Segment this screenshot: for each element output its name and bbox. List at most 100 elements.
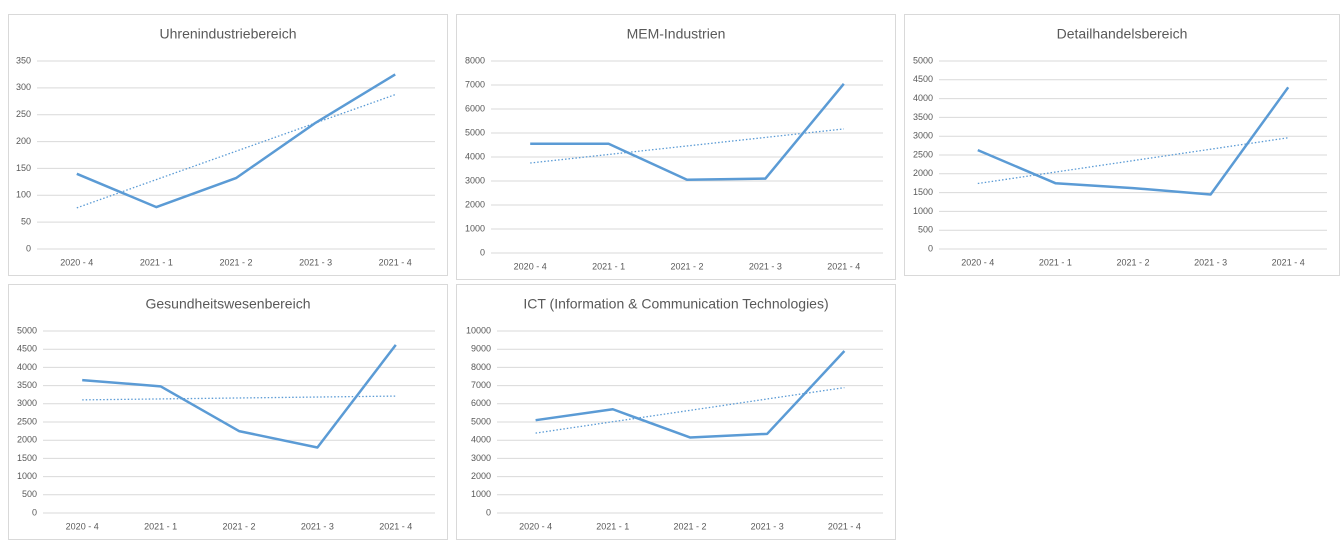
x-tick-label: 2021 - 1: [1039, 257, 1072, 267]
x-tick-label: 2021 - 1: [140, 257, 173, 267]
x-tick-label: 2021 - 2: [219, 257, 252, 267]
y-tick-label: 4000: [471, 435, 491, 445]
y-tick-label: 4000: [465, 151, 485, 161]
y-tick-label: 2500: [17, 416, 37, 426]
panel: Uhrenindustriebereich 0 50 100 150 200 250 300 3…: [8, 14, 448, 276]
data-line: [76, 73, 396, 209]
y-tick-label: 3000: [17, 398, 37, 408]
x-tick-label: 2021 - 1: [592, 261, 625, 271]
chart: ICT (Information & Communication Technol…: [466, 296, 883, 531]
trendline: [82, 395, 396, 401]
x-tick-label: 2020 - 4: [519, 521, 552, 531]
y-tick-label: 3000: [471, 453, 491, 463]
y-tick-label: 350: [16, 55, 31, 65]
x-tick-label: 2021 - 4: [827, 261, 860, 271]
panel: ICT (Information & Communication Technol…: [456, 284, 896, 540]
y-tick-label: 0: [486, 507, 491, 517]
data-line: [535, 350, 846, 439]
trendline: [535, 386, 845, 434]
y-tick-label: 1500: [913, 187, 933, 197]
x-tick-label: 2020 - 4: [514, 261, 547, 271]
data-line: [977, 86, 1290, 196]
y-tick-label: 4000: [17, 362, 37, 372]
y-tick-label: 500: [22, 489, 37, 499]
y-tick-label: 1000: [913, 206, 933, 216]
data-line: [530, 83, 845, 182]
y-tick-label: 2500: [913, 149, 933, 159]
x-tick-label: 2021 - 2: [1116, 257, 1149, 267]
y-tick-label: 5000: [17, 325, 37, 335]
y-tick-label: 2000: [471, 471, 491, 481]
chart-title: Gesundheitswesenbereich: [146, 296, 311, 312]
y-tick-label: 300: [16, 82, 31, 92]
y-tick-label: 4000: [913, 93, 933, 103]
x-tick-label: 2021 - 2: [673, 521, 706, 531]
y-tick-label: 500: [918, 225, 933, 235]
y-tick-label: 200: [16, 136, 31, 146]
y-tick-label: 3000: [465, 175, 485, 185]
chart: Uhrenindustriebereich 0 50 100 150 200 250 300 3…: [16, 26, 435, 267]
trendline: [76, 94, 396, 209]
y-tick-label: 2000: [17, 435, 37, 445]
panel: MEM-Industrien 0 1000 2000 3000 4000 5000 6000 7…: [456, 14, 896, 280]
y-tick-label: 50: [21, 217, 31, 227]
chart-title: MEM-Industrien: [627, 26, 726, 42]
y-tick-label: 0: [480, 247, 485, 257]
y-tick-label: 1000: [465, 223, 485, 233]
chart-title: Detailhandelsbereich: [1057, 26, 1188, 42]
y-tick-label: 1000: [17, 471, 37, 481]
x-tick-label: 2021 - 4: [379, 257, 412, 267]
y-tick-label: 1000: [471, 489, 491, 499]
y-tick-label: 0: [32, 507, 37, 517]
y-tick-label: 2000: [913, 168, 933, 178]
x-tick-label: 2021 - 2: [670, 261, 703, 271]
y-tick-label: 10000: [466, 325, 491, 335]
y-tick-label: 0: [26, 243, 31, 253]
y-tick-label: 2000: [465, 199, 485, 209]
x-tick-label: 2021 - 3: [749, 261, 782, 271]
x-tick-label: 2021 - 4: [1272, 257, 1305, 267]
trendline: [977, 137, 1289, 185]
chart-title: ICT (Information & Communication Technol…: [523, 296, 828, 312]
data-line: [82, 344, 397, 449]
y-tick-label: 6000: [465, 103, 485, 113]
chart: MEM-Industrien 0 1000 2000 3000 4000 5000 6000 7…: [465, 26, 883, 271]
y-tick-label: 1500: [17, 453, 37, 463]
y-tick-label: 250: [16, 109, 31, 119]
y-tick-label: 3500: [17, 380, 37, 390]
chart: Gesundheitswesenbereich 0 500 1000 1500 2000 2…: [17, 296, 435, 531]
chart: Detailhandelsbereich 0 500 1000 1500 2000 2500…: [913, 26, 1327, 267]
y-tick-label: 0: [928, 243, 933, 253]
x-tick-label: 2021 - 3: [751, 521, 784, 531]
y-tick-label: 3500: [913, 112, 933, 122]
x-tick-label: 2020 - 4: [66, 521, 99, 531]
y-tick-label: 6000: [471, 398, 491, 408]
x-tick-label: 2021 - 1: [144, 521, 177, 531]
y-tick-label: 5000: [471, 416, 491, 426]
trendline: [530, 128, 844, 164]
y-tick-label: 3000: [913, 131, 933, 141]
y-tick-label: 100: [16, 190, 31, 200]
y-tick-label: 150: [16, 163, 31, 173]
x-tick-label: 2021 - 4: [379, 521, 412, 531]
y-tick-label: 5000: [465, 127, 485, 137]
y-tick-label: 5000: [913, 55, 933, 65]
x-tick-label: 2021 - 1: [596, 521, 629, 531]
chart-title: Uhrenindustriebereich: [160, 26, 297, 42]
x-tick-label: 2021 - 2: [222, 521, 255, 531]
panel: Gesundheitswesenbereich 0 500 1000 1500 2000 2…: [8, 284, 448, 540]
x-tick-label: 2020 - 4: [961, 257, 994, 267]
x-tick-label: 2021 - 3: [301, 521, 334, 531]
panel: Detailhandelsbereich 0 500 1000 1500 2000 2500…: [904, 14, 1340, 276]
y-tick-label: 8000: [471, 362, 491, 372]
y-tick-label: 4500: [17, 344, 37, 354]
x-tick-label: 2021 - 4: [828, 521, 861, 531]
y-tick-label: 4500: [913, 74, 933, 84]
y-tick-label: 8000: [465, 55, 485, 65]
x-tick-label: 2021 - 3: [1194, 257, 1227, 267]
y-tick-label: 7000: [465, 79, 485, 89]
x-tick-label: 2021 - 3: [299, 257, 332, 267]
x-tick-label: 2020 - 4: [60, 257, 93, 267]
y-tick-label: 9000: [471, 344, 491, 354]
